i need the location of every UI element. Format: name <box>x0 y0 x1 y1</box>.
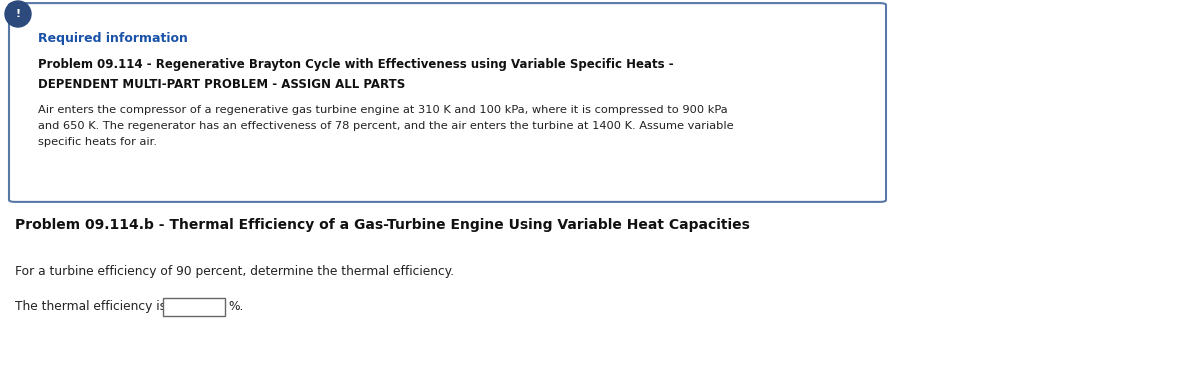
Text: The thermal efficiency is: The thermal efficiency is <box>14 300 170 313</box>
Text: !: ! <box>16 9 20 19</box>
Text: specific heats for air.: specific heats for air. <box>38 137 157 147</box>
Text: Air enters the compressor of a regenerative gas turbine engine at 310 K and 100 : Air enters the compressor of a regenerat… <box>38 105 727 115</box>
Text: Problem 09.114 - Regenerative Brayton Cycle with Effectiveness using Variable Sp: Problem 09.114 - Regenerative Brayton Cy… <box>38 58 673 71</box>
Text: %.: %. <box>228 300 244 313</box>
Text: and 650 K. The regenerator has an effectiveness of 78 percent, and the air enter: and 650 K. The regenerator has an effect… <box>38 121 733 131</box>
Text: DEPENDENT MULTI-PART PROBLEM - ASSIGN ALL PARTS: DEPENDENT MULTI-PART PROBLEM - ASSIGN AL… <box>38 78 406 91</box>
Text: For a turbine efficiency of 90 percent, determine the thermal efficiency.: For a turbine efficiency of 90 percent, … <box>14 265 454 278</box>
FancyBboxPatch shape <box>163 298 226 316</box>
Ellipse shape <box>5 1 31 27</box>
FancyBboxPatch shape <box>10 3 886 202</box>
Text: Problem 09.114.b - Thermal Efficiency of a Gas-Turbine Engine Using Variable Hea: Problem 09.114.b - Thermal Efficiency of… <box>14 218 750 232</box>
Text: Required information: Required information <box>38 32 188 45</box>
